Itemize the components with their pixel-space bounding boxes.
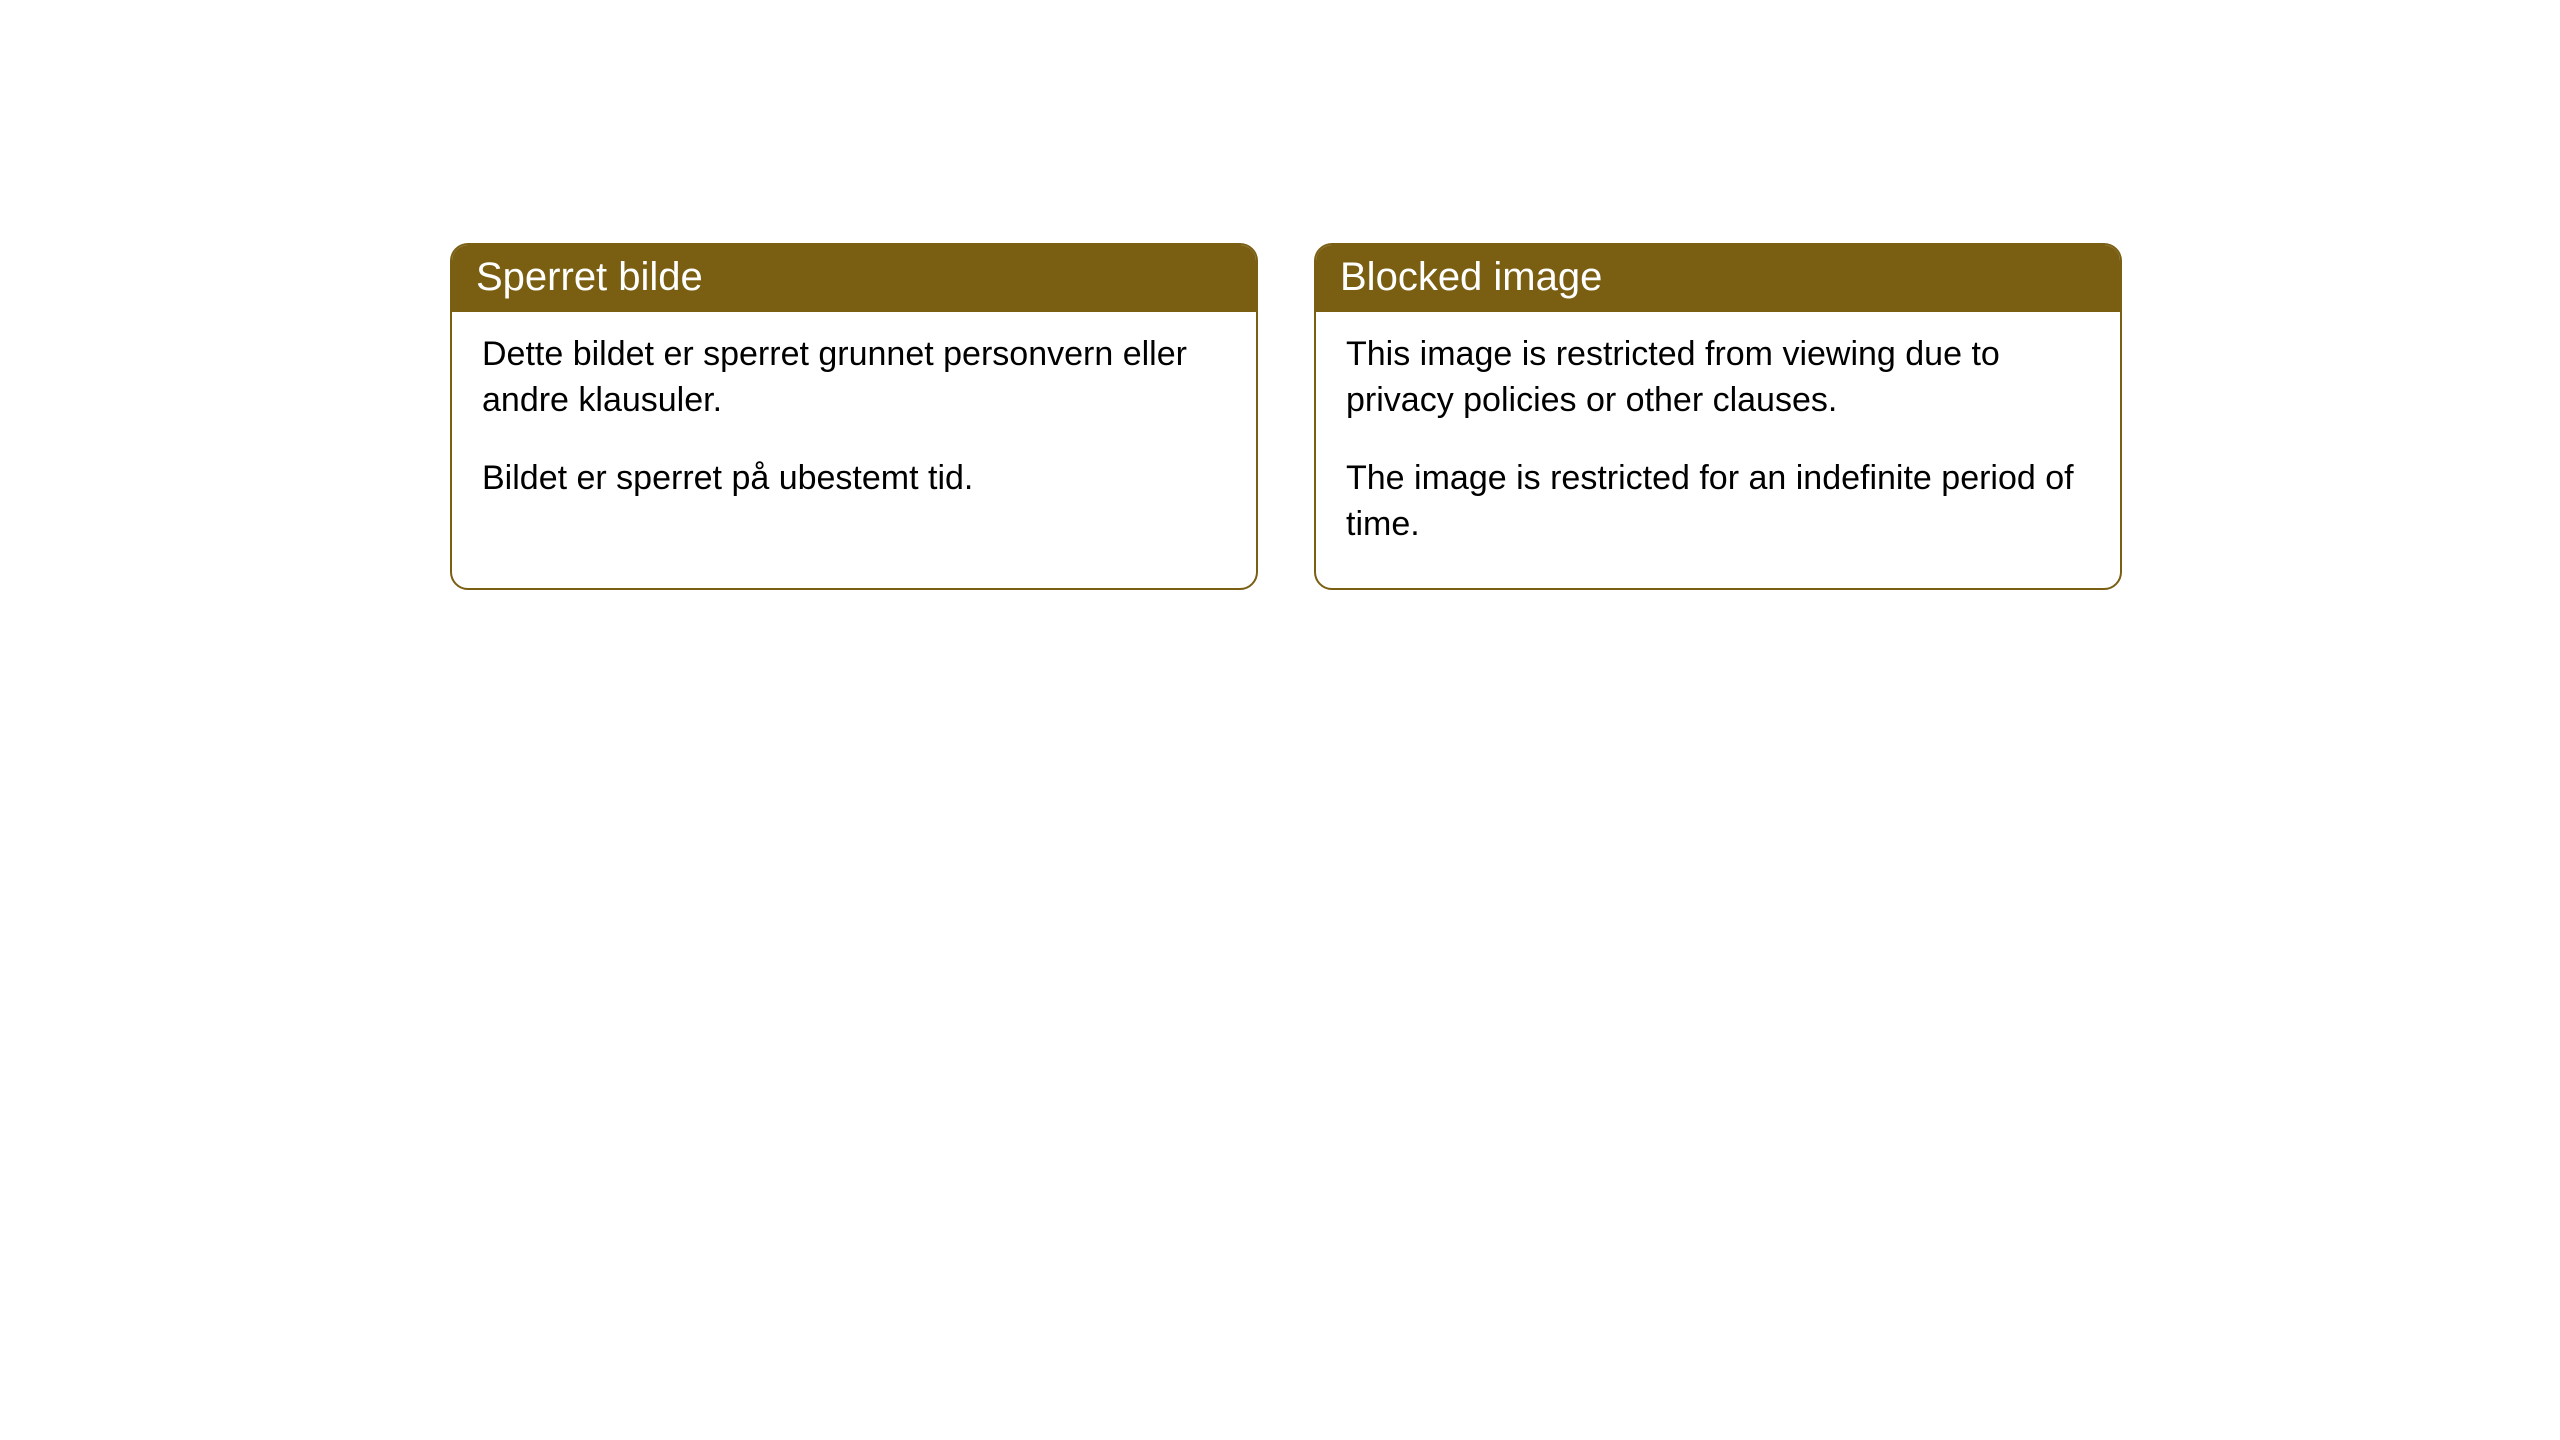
card-header-no: Sperret bilde	[452, 245, 1256, 312]
card-paragraph-no-1: Dette bildet er sperret grunnet personve…	[482, 332, 1226, 424]
card-paragraph-no-2: Bildet er sperret på ubestemt tid.	[482, 456, 1226, 502]
card-body-en: This image is restricted from viewing du…	[1316, 312, 2120, 588]
blocked-image-card-en: Blocked image This image is restricted f…	[1314, 243, 2122, 590]
card-header-en: Blocked image	[1316, 245, 2120, 312]
card-paragraph-en-1: This image is restricted from viewing du…	[1346, 332, 2090, 424]
card-paragraph-en-2: The image is restricted for an indefinit…	[1346, 456, 2090, 548]
cards-container: Sperret bilde Dette bildet er sperret gr…	[0, 0, 2560, 590]
blocked-image-card-no: Sperret bilde Dette bildet er sperret gr…	[450, 243, 1258, 590]
card-body-no: Dette bildet er sperret grunnet personve…	[452, 312, 1256, 542]
